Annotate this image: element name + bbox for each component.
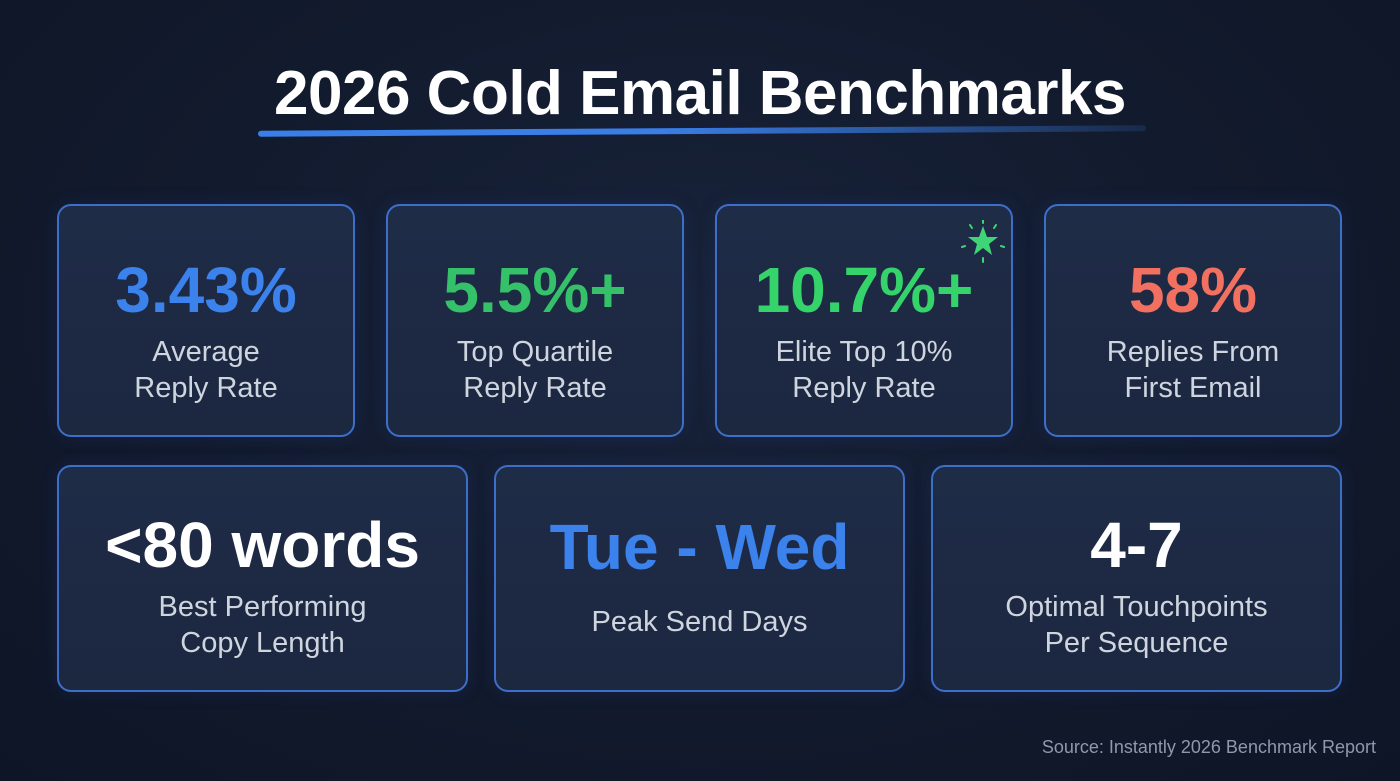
sparkle-star-icon [961,220,1005,263]
page-title: 2026 Cold Email Benchmarks [274,59,1126,128]
stat-value: 58% [1128,254,1258,326]
stat-label-line2: Reply Rate [463,372,607,404]
stat-card-top-quartile: 5.5%+ Top Quartile Reply Rate [386,204,684,437]
stat-card-elite-top-10: 10.7%+ Elite Top 10% Reply Rate [715,204,1013,437]
stat-card-peak-send-days: Tue - Wed Peak Send Days [494,465,905,692]
stat-label-line1: Top Quartile [456,336,614,368]
source-citation: Source: Instantly 2026 Benchmark Report [1041,737,1376,757]
stat-label-line2: Reply Rate [134,372,278,404]
stat-value: 5.5%+ [443,254,627,326]
stat-value: 10.7%+ [754,254,974,326]
stat-value: Tue - Wed [549,511,850,583]
stat-label-line2: Per Sequence [1044,627,1229,659]
stat-label-line2: Copy Length [180,627,345,659]
stat-card-copy-length: <80 words Best Performing Copy Length [57,465,468,692]
stat-label-line2: Reply Rate [792,372,936,404]
stat-label-line1: Best Performing [158,591,367,623]
stat-card-first-email-replies: 58% Replies From First Email [1044,204,1342,437]
stat-card-touchpoints: 4-7 Optimal Touchpoints Per Sequence [931,465,1342,692]
stat-label-line1: Peak Send Days [591,606,808,638]
stat-value: 3.43% [115,254,297,326]
stat-label-line2: First Email [1124,372,1262,404]
stat-label-line1: Elite Top 10% [775,336,953,368]
stat-label-line1: Optimal Touchpoints [1005,591,1268,623]
stat-card-average-reply-rate: 3.43% Average Reply Rate [57,204,355,437]
stat-value: <80 words [105,509,420,581]
stat-value: 4-7 [1090,509,1183,581]
stat-label-line1: Average [152,336,260,368]
stat-label-line1: Replies From [1106,336,1280,368]
